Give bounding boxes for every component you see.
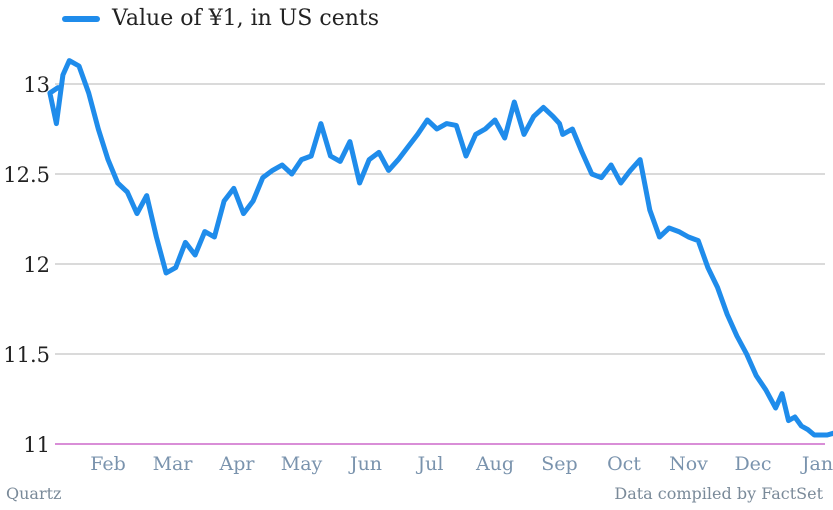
x-tick-label: May [281, 453, 323, 475]
y-tick-label: 11.5 [3, 343, 50, 367]
x-tick-label: Aug [475, 453, 514, 475]
x-tick-label: Dec [734, 453, 771, 475]
x-tick-label: Mar [153, 453, 194, 475]
x-tick-label: Sep [541, 453, 577, 475]
x-tick-label: Feb [90, 453, 126, 475]
y-tick-label: 12 [23, 253, 50, 277]
footer-source-left: Quartz [6, 484, 62, 503]
x-tick-label: Oct [607, 453, 641, 475]
x-tick-label: Jul [416, 453, 444, 475]
gridlines [55, 83, 825, 445]
legend-swatch [62, 15, 100, 22]
y-tick-label: 13 [23, 73, 50, 97]
x-tick-label: Apr [219, 453, 256, 475]
series-line [47, 58, 833, 438]
x-tick-label: Nov [669, 453, 708, 475]
footer-source-right: Data compiled by FactSet [614, 484, 823, 503]
y-axis-tick-labels: 11 11.5 12 12.5 13 [3, 73, 50, 457]
y-tick-label: 11 [23, 433, 50, 457]
series-group [47, 58, 833, 438]
y-tick-label: 12.5 [3, 163, 50, 187]
x-tick-label: Jun [348, 453, 382, 475]
x-tick-label: Jan [800, 453, 833, 475]
legend: Value of ¥1, in US cents [62, 6, 379, 31]
legend-label: Value of ¥1, in US cents [112, 6, 380, 31]
x-axis-tick-labels: Feb Mar Apr May Jun Jul Aug Sep Oct Nov Dec Jan [90, 453, 833, 475]
